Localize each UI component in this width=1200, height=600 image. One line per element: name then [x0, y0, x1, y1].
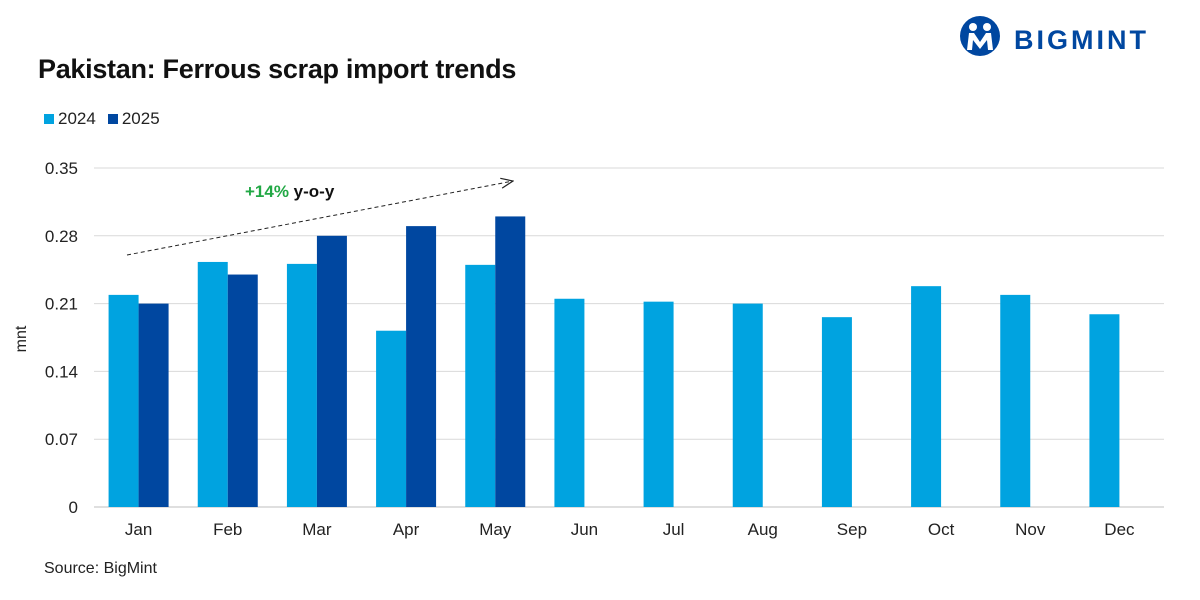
legend-item-2024: 2024: [44, 109, 96, 129]
x-tick-label: Sep: [837, 520, 867, 539]
x-tick-label: Dec: [1104, 520, 1135, 539]
bar-2025-jan: [138, 303, 169, 507]
bar-2024-aug: [732, 303, 763, 507]
bar-2024-jul: [643, 301, 674, 507]
chart-title: Pakistan: Ferrous scrap import trends: [38, 54, 517, 84]
bar-2025-may: [495, 216, 526, 507]
yoy-text: y-o-y: [289, 182, 335, 201]
source-note: Source: BigMint: [44, 560, 157, 577]
x-tick-label: May: [479, 520, 512, 539]
y-tick-label: 0.14: [45, 362, 78, 381]
bar-2024-feb: [197, 261, 228, 507]
x-tick-label: Nov: [1015, 520, 1046, 539]
x-tick-label: Jun: [571, 520, 598, 539]
bar-2024-dec: [1089, 314, 1120, 507]
y-tick-label: 0.21: [45, 295, 78, 314]
legend-swatch-2024: [44, 114, 54, 124]
chart-legend: 2024 2025: [44, 109, 172, 129]
bar-2024-jun: [554, 298, 585, 507]
x-tick-label: Feb: [213, 520, 242, 539]
x-tick-label: Mar: [302, 520, 332, 539]
y-tick-label: 0: [69, 498, 78, 517]
x-tick-label: Jul: [663, 520, 685, 539]
bar-2024-oct: [911, 286, 942, 507]
legend-label-2024: 2024: [58, 109, 96, 128]
y-tick-label: 0.35: [45, 159, 78, 178]
bar-2024-jan: [108, 294, 139, 507]
bar-2025-mar: [316, 235, 347, 508]
x-tick-label: Aug: [748, 520, 778, 539]
x-tick-label: Apr: [393, 520, 420, 539]
legend-label-2025: 2025: [121, 109, 160, 128]
bar-2024-nov: [1000, 294, 1031, 507]
bar-2024-mar: [286, 263, 317, 507]
bar-2024-may: [465, 264, 496, 507]
bigmint-logo-icon: [960, 16, 1000, 56]
legend-swatch-2025: [107, 114, 118, 124]
bar-2024-apr: [376, 330, 407, 507]
bar-2025-feb: [227, 274, 258, 507]
bar-2024-sep: [821, 317, 852, 507]
legend-item-2025: 2025: [107, 109, 160, 129]
brand-logo: BIGMINT: [960, 16, 1149, 56]
bar-2025-apr: [406, 226, 437, 507]
yoy-annotation: +14% y-o-y: [245, 182, 335, 201]
yoy-percent: +14%: [245, 182, 289, 201]
trend-arrow: [126, 181, 513, 256]
y-tick-label: 0.07: [45, 430, 78, 449]
x-tick-label: Oct: [928, 520, 955, 539]
x-tick-label: Jan: [125, 520, 152, 539]
y-tick-label: 0.28: [45, 227, 78, 246]
brand-name: BIGMINT: [1014, 25, 1149, 55]
